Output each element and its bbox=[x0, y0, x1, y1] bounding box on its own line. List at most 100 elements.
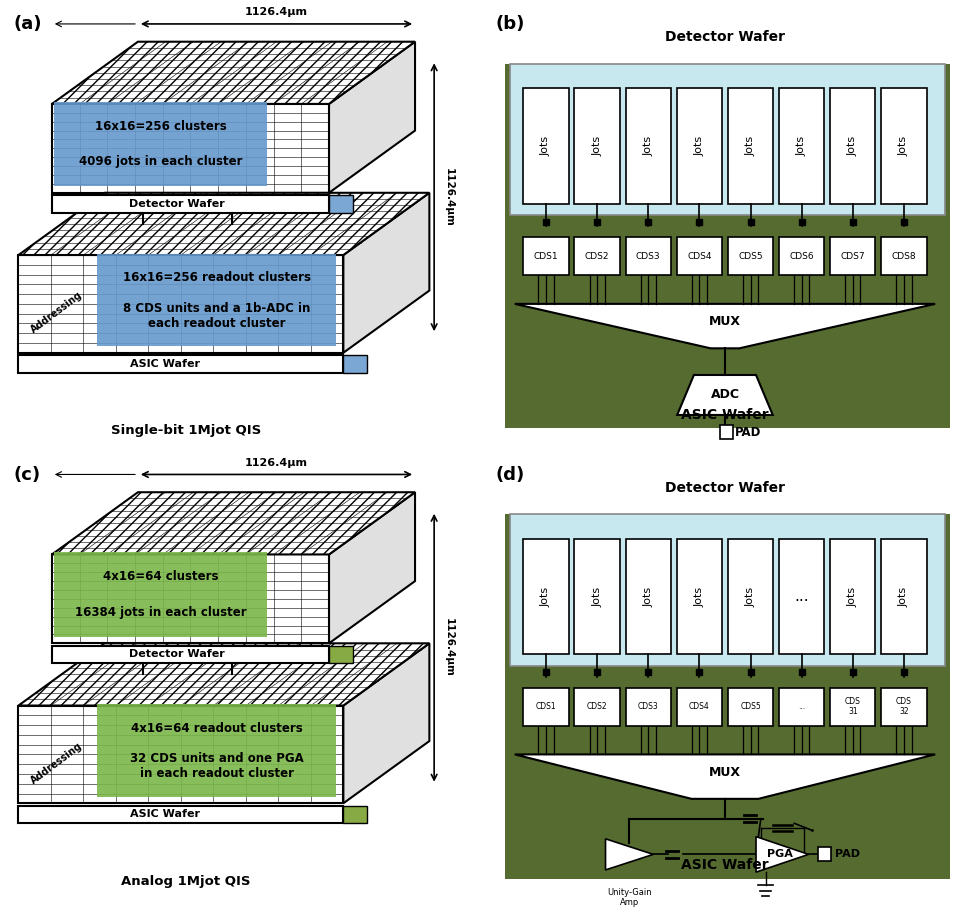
FancyBboxPatch shape bbox=[625, 539, 671, 654]
FancyBboxPatch shape bbox=[779, 237, 825, 275]
Polygon shape bbox=[344, 643, 430, 803]
Text: CDS4: CDS4 bbox=[689, 702, 710, 711]
Text: CDS5: CDS5 bbox=[739, 252, 763, 261]
Text: Detector Wafer: Detector Wafer bbox=[665, 30, 785, 44]
FancyBboxPatch shape bbox=[881, 89, 926, 204]
Polygon shape bbox=[52, 492, 415, 554]
Text: ASIC Wafer: ASIC Wafer bbox=[681, 858, 769, 873]
Bar bbox=[344, 805, 367, 824]
Text: MUX: MUX bbox=[709, 766, 741, 779]
Text: 16384 jots in each cluster: 16384 jots in each cluster bbox=[75, 606, 247, 619]
Polygon shape bbox=[52, 554, 329, 643]
FancyBboxPatch shape bbox=[505, 64, 950, 428]
Polygon shape bbox=[18, 255, 344, 353]
FancyBboxPatch shape bbox=[510, 64, 945, 215]
Polygon shape bbox=[515, 304, 935, 349]
Text: Detector Wafer: Detector Wafer bbox=[665, 480, 785, 495]
FancyBboxPatch shape bbox=[779, 688, 825, 726]
FancyBboxPatch shape bbox=[574, 237, 620, 275]
Text: 8 CDS units and a 1b-ADC in
each readout cluster: 8 CDS units and a 1b-ADC in each readout… bbox=[123, 302, 311, 329]
Text: Addressing: Addressing bbox=[29, 290, 84, 336]
Text: CDS4: CDS4 bbox=[687, 252, 711, 261]
Text: 32 CDS units and one PGA
in each readout cluster: 32 CDS units and one PGA in each readout… bbox=[130, 752, 304, 780]
FancyBboxPatch shape bbox=[779, 89, 825, 204]
Text: Analog 1Mjot QIS: Analog 1Mjot QIS bbox=[121, 875, 251, 888]
FancyBboxPatch shape bbox=[728, 89, 773, 204]
FancyBboxPatch shape bbox=[625, 688, 671, 726]
Text: Jots: Jots bbox=[644, 136, 653, 156]
FancyBboxPatch shape bbox=[728, 237, 773, 275]
Bar bbox=[818, 847, 832, 862]
Polygon shape bbox=[18, 643, 430, 705]
FancyBboxPatch shape bbox=[881, 539, 926, 654]
Text: PAD: PAD bbox=[735, 425, 762, 439]
Text: ASIC Wafer: ASIC Wafer bbox=[130, 359, 199, 369]
FancyBboxPatch shape bbox=[677, 89, 722, 204]
Text: Jots: Jots bbox=[694, 136, 705, 156]
FancyBboxPatch shape bbox=[677, 688, 722, 726]
FancyBboxPatch shape bbox=[881, 237, 926, 275]
Polygon shape bbox=[329, 42, 415, 193]
Text: 1126.4μm: 1126.4μm bbox=[443, 167, 454, 227]
Text: (a): (a) bbox=[14, 15, 43, 33]
Text: Detector Wafer: Detector Wafer bbox=[129, 199, 225, 209]
Text: ASIC Wafer: ASIC Wafer bbox=[681, 408, 769, 422]
FancyBboxPatch shape bbox=[677, 237, 722, 275]
Text: Jots: Jots bbox=[797, 136, 806, 156]
Text: Jots: Jots bbox=[644, 587, 653, 607]
Text: Single-bit 1Mjot QIS: Single-bit 1Mjot QIS bbox=[110, 425, 260, 437]
FancyBboxPatch shape bbox=[524, 539, 569, 654]
Bar bbox=[52, 195, 329, 213]
Text: Jots: Jots bbox=[694, 587, 705, 607]
Polygon shape bbox=[329, 492, 415, 643]
FancyBboxPatch shape bbox=[524, 89, 569, 204]
FancyBboxPatch shape bbox=[677, 539, 722, 654]
Text: Jots: Jots bbox=[541, 587, 551, 607]
Polygon shape bbox=[756, 836, 808, 872]
Text: Jots: Jots bbox=[592, 136, 602, 156]
Text: Jots: Jots bbox=[745, 587, 755, 607]
Text: ASIC Wafer: ASIC Wafer bbox=[130, 810, 199, 820]
FancyBboxPatch shape bbox=[574, 89, 620, 204]
FancyBboxPatch shape bbox=[524, 237, 569, 275]
Text: CDS5: CDS5 bbox=[741, 702, 761, 711]
Text: ADC: ADC bbox=[711, 389, 740, 402]
Text: (b): (b) bbox=[496, 15, 525, 33]
FancyBboxPatch shape bbox=[54, 553, 267, 637]
FancyBboxPatch shape bbox=[510, 514, 945, 665]
Text: 4x16=64 readout clusters: 4x16=64 readout clusters bbox=[131, 722, 303, 735]
Text: CDS1: CDS1 bbox=[533, 252, 559, 261]
Polygon shape bbox=[52, 104, 329, 193]
Text: Jots: Jots bbox=[899, 136, 909, 156]
Text: CDS3: CDS3 bbox=[638, 702, 658, 711]
FancyBboxPatch shape bbox=[831, 688, 875, 726]
FancyBboxPatch shape bbox=[831, 89, 875, 204]
Polygon shape bbox=[606, 839, 653, 870]
Text: PAD: PAD bbox=[835, 849, 861, 859]
Text: 4x16=64 clusters: 4x16=64 clusters bbox=[103, 570, 219, 584]
Bar bbox=[720, 425, 733, 439]
Text: Detector Wafer: Detector Wafer bbox=[129, 650, 225, 660]
Text: Jots: Jots bbox=[745, 136, 755, 156]
FancyBboxPatch shape bbox=[779, 539, 825, 654]
Text: CDS
32: CDS 32 bbox=[896, 697, 912, 716]
FancyBboxPatch shape bbox=[98, 705, 336, 797]
Text: Unity-Gain
Amp: Unity-Gain Amp bbox=[607, 888, 651, 907]
Polygon shape bbox=[344, 193, 430, 353]
FancyBboxPatch shape bbox=[831, 237, 875, 275]
Text: 1126.4μm: 1126.4μm bbox=[443, 619, 454, 677]
Polygon shape bbox=[678, 375, 772, 415]
Text: Jots: Jots bbox=[848, 136, 858, 156]
Text: Jots: Jots bbox=[848, 587, 858, 607]
Text: Jots: Jots bbox=[541, 136, 551, 156]
Polygon shape bbox=[515, 754, 935, 799]
FancyBboxPatch shape bbox=[625, 89, 671, 204]
Text: 16x16=256 clusters: 16x16=256 clusters bbox=[95, 120, 227, 133]
FancyBboxPatch shape bbox=[728, 688, 773, 726]
Text: 1126.4μm: 1126.4μm bbox=[245, 7, 308, 17]
Text: CDS6: CDS6 bbox=[789, 252, 814, 261]
Polygon shape bbox=[18, 705, 344, 803]
Text: ...: ... bbox=[798, 702, 805, 711]
FancyBboxPatch shape bbox=[505, 514, 950, 878]
Text: CDS7: CDS7 bbox=[840, 252, 865, 261]
